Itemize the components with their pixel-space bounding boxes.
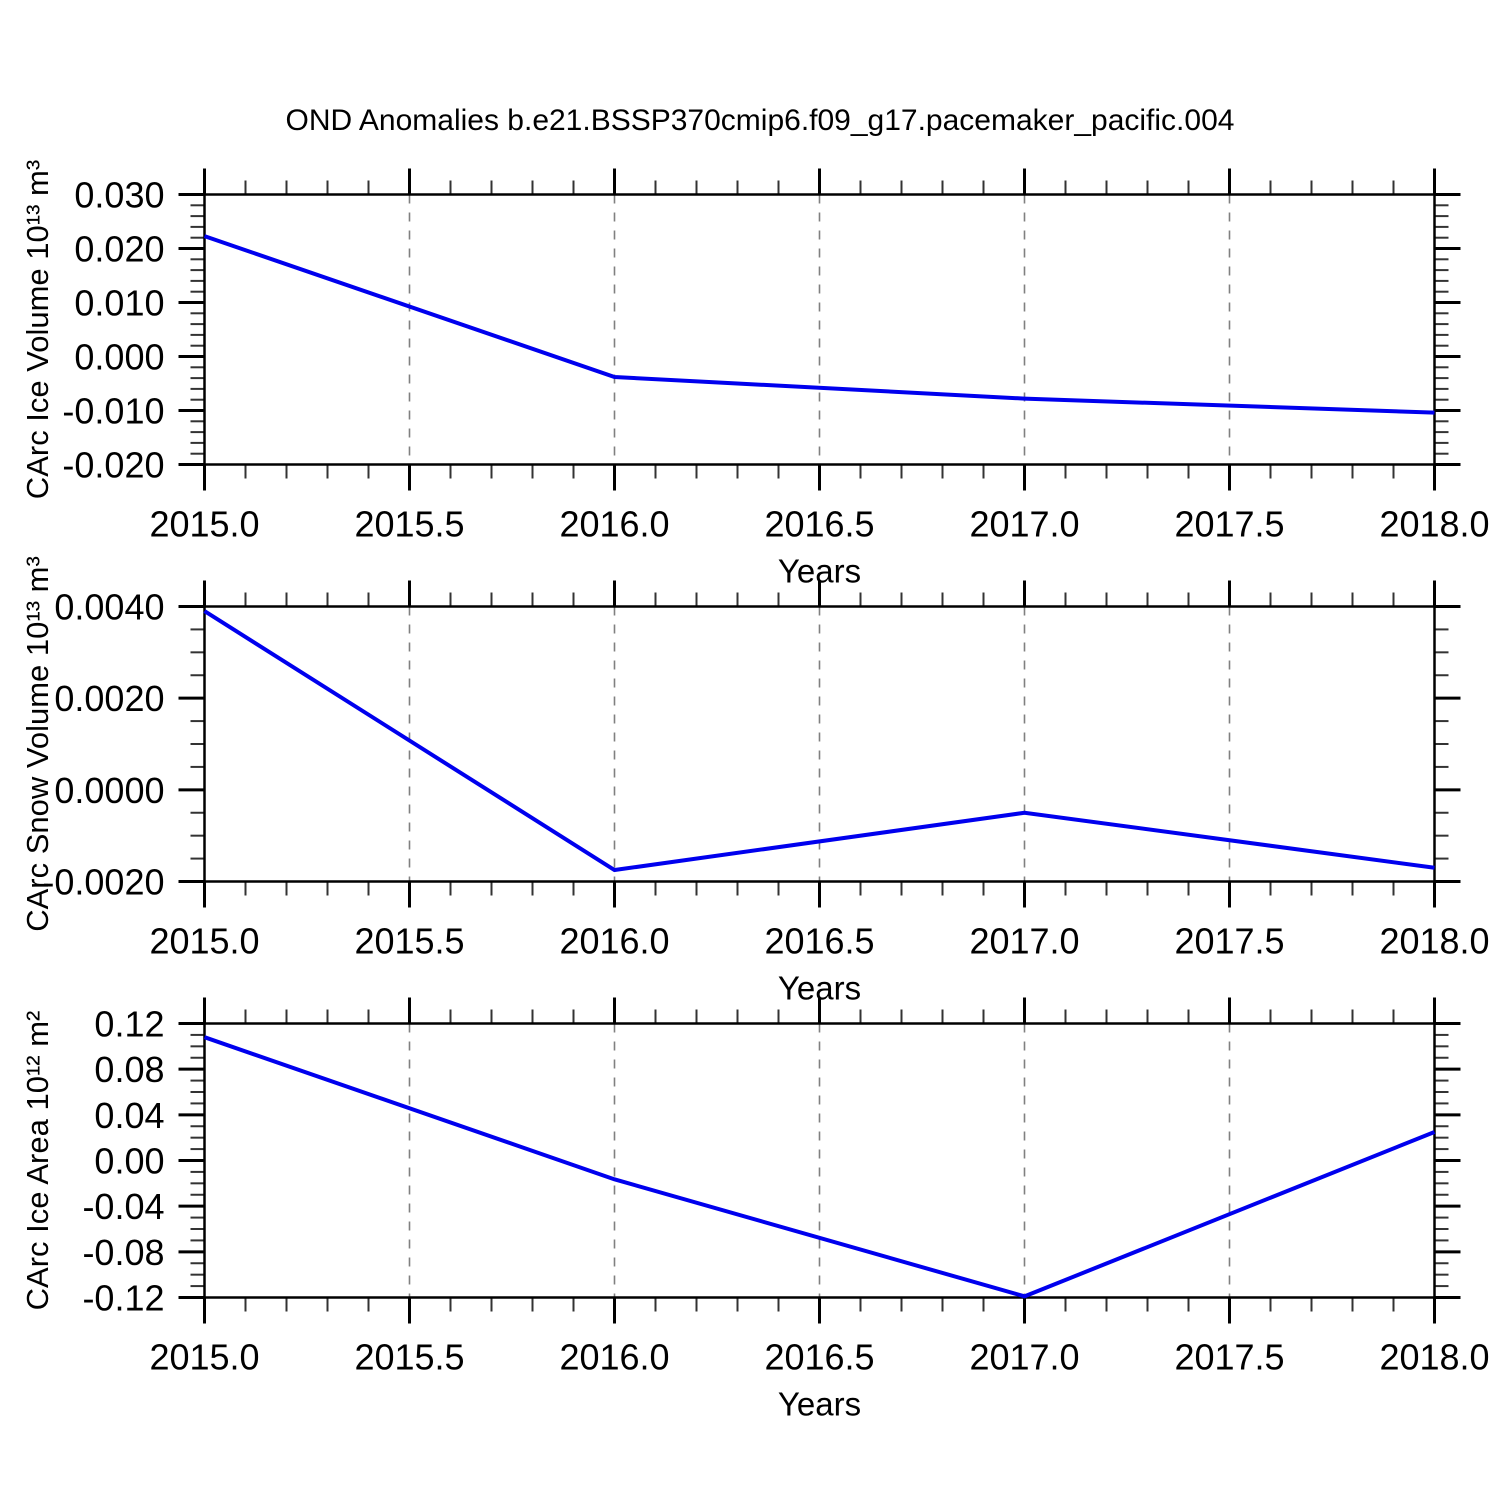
panel-2: 0.0040 0.0020 0.0000 -0.0020 2015.0 2015.5 201… <box>20 556 1490 1006</box>
x-tick-label: 2016.5 <box>764 1337 874 1378</box>
x-tick-label: 2018.0 <box>1379 921 1489 962</box>
x-tick-label: 2018.0 <box>1379 504 1489 545</box>
y-tick-label: -0.010 <box>62 390 164 431</box>
x-tick-label: 2018.0 <box>1379 1337 1489 1378</box>
x-tick-label: 2017.5 <box>1174 921 1284 962</box>
y-tick-label: -0.0020 <box>42 861 164 902</box>
y-axis-title: CArc Ice Area 10¹² m² <box>20 1011 55 1311</box>
y-tick-label: 0.030 <box>74 174 164 215</box>
x-tick-label: 2016.0 <box>559 504 669 545</box>
x-tick-label: 2015.5 <box>354 504 464 545</box>
y-tick-label: -0.04 <box>82 1186 164 1227</box>
x-tick-label: 2017.0 <box>969 504 1079 545</box>
chart-title: OND Anomalies b.e21.BSSP370cmip6.f09_g17… <box>285 104 1235 137</box>
y-tick-label: 0.010 <box>74 282 164 323</box>
y-tick-label: 0.0000 <box>54 770 164 811</box>
x-tick-label: 2017.5 <box>1174 1337 1284 1378</box>
data-line <box>203 609 1435 873</box>
y-tick-label: 0.0020 <box>54 678 164 719</box>
plot-frame <box>203 605 1436 883</box>
x-tick-label: 2016.5 <box>764 921 874 962</box>
y-tick-label: 0.08 <box>94 1049 164 1090</box>
x-tick-label: 2016.5 <box>764 504 874 545</box>
y-tick-label: -0.020 <box>62 444 164 485</box>
panel-1: 0.030 0.020 0.010 0.000 -0.010 -0.020 2015.0 20… <box>20 160 1490 590</box>
y-tick-label: 0.0040 <box>54 586 164 627</box>
x-tick-label: 2017.0 <box>969 1337 1079 1378</box>
y-tick-label: -0.12 <box>82 1277 164 1318</box>
y-tick-label: 0.12 <box>94 1003 164 1044</box>
x-axis-title: Years <box>778 1386 861 1423</box>
x-tick-label: 2016.0 <box>559 921 669 962</box>
y-tick-label: 0.020 <box>74 228 164 269</box>
y-tick-label: 0.04 <box>94 1095 164 1136</box>
x-tick-label: 2015.0 <box>149 1337 259 1378</box>
x-tick-label: 2017.5 <box>1174 504 1284 545</box>
data-line <box>203 234 1435 415</box>
data-line <box>203 1035 1436 1299</box>
panel-3: 0.12 0.08 0.040.00 -0.04 -0.08-0.12 2015.0 201… <box>20 997 1490 1423</box>
x-tick-label: 2015.5 <box>354 921 464 962</box>
y-tick-label: 0.000 <box>74 336 164 377</box>
plot-frame <box>203 1022 1436 1299</box>
plot-frame <box>203 193 1436 466</box>
y-axis-title: CArc Ice Volume 10¹³ m³ <box>20 160 55 499</box>
x-tick-label: 2016.0 <box>559 1337 669 1378</box>
x-tick-label: 2015.0 <box>149 504 259 545</box>
x-tick-label: 2017.0 <box>969 921 1079 962</box>
y-tick-label: 0.00 <box>94 1140 164 1181</box>
x-tick-label: 2015.5 <box>354 1337 464 1378</box>
y-axis-title: CArc Snow Volume 10¹³ m³ <box>20 556 55 932</box>
x-tick-label: 2015.0 <box>149 921 259 962</box>
y-tick-label: -0.08 <box>82 1232 164 1273</box>
